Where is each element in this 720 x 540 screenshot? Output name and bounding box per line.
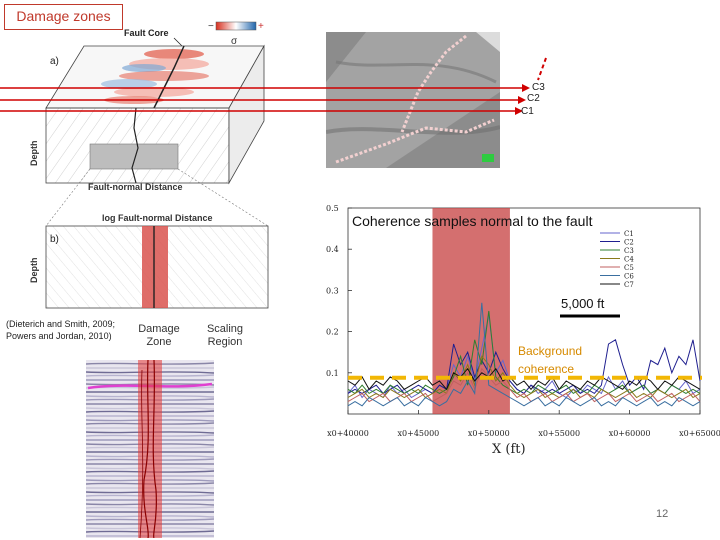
legend-label-c1: C1 <box>624 230 634 238</box>
damage-zone-label-1: Damage <box>138 323 180 335</box>
fault-trace <box>153 45 185 109</box>
citation-line-1: (Dieterich and Smith, 2009; <box>6 319 116 329</box>
panel-b-depth-label: Depth <box>29 258 39 284</box>
label-c3: C3 <box>532 82 545 93</box>
zoom-line-right <box>177 168 269 227</box>
fault-core-label: Fault Core <box>124 28 169 38</box>
x-tick-label: x0+65000 <box>679 429 720 438</box>
seismic-fault-1 <box>143 360 149 538</box>
fault-trace-3d <box>400 34 467 133</box>
legend-label-c2: C2 <box>624 239 634 247</box>
colorbar-plus: + <box>258 21 264 32</box>
x-tick-label: x0+55000 <box>538 429 580 438</box>
colorbar <box>215 21 257 31</box>
scaling-region-label-1: Scaling <box>206 323 244 335</box>
y-tick-label: 0.3 <box>326 286 339 295</box>
citation: (Dieterich and Smith, 2009; Powers and J… <box>6 318 136 342</box>
x-tick-label: x0+50000 <box>468 429 510 438</box>
background-label-2: coherence <box>518 362 575 376</box>
damage-zone-band <box>142 226 168 308</box>
series-line-c6 <box>347 302 701 407</box>
background-coherence-label: Background coherence <box>518 342 582 378</box>
label-c1: C1 <box>521 106 534 117</box>
series-line-c5 <box>347 367 701 403</box>
seismic-fault-2 <box>152 360 158 538</box>
line-extension <box>537 57 547 81</box>
fault-trace-depth <box>131 107 139 184</box>
panel-b-label: b) <box>50 234 59 245</box>
damage-zone-label-2: Zone <box>146 336 172 348</box>
chart-title: Coherence samples normal to the fault <box>352 213 593 229</box>
horizon-trace-3d <box>335 118 495 164</box>
seismic-section <box>86 360 214 538</box>
sigma-label: σ <box>231 36 238 47</box>
legend-label-c3: C3 <box>624 247 634 255</box>
slide-number: 12 <box>656 508 669 520</box>
x-axis-label: X (ft) <box>492 442 526 457</box>
damage-zone-label: Damage Zone <box>134 323 184 349</box>
citation-line-2: Powers and Jordan, 2010) <box>6 331 112 341</box>
block-side <box>228 44 265 185</box>
scaling-region-label-2: Region <box>207 336 243 348</box>
damage-zone-figure: − + σ Fault Core a) Depth Fault-normal D… <box>29 21 269 309</box>
colorbar-minus: − <box>208 21 214 32</box>
y-tick-label: 0.5 <box>326 204 339 213</box>
chart-ticks: 0.1 0.2 0.3 0.4 0.5 x0+40000 x0+45000 x0+50000 x… <box>326 204 720 438</box>
seismic-fault-3 <box>139 369 144 538</box>
seismic-3d-view <box>326 32 500 168</box>
legend-label-c4: C4 <box>624 256 634 264</box>
damage-zone-shading <box>432 208 510 414</box>
stress-lobes <box>101 49 209 104</box>
legend-label-c7: C7 <box>624 281 634 289</box>
y-tick-label: 0.2 <box>326 328 339 337</box>
scaling-region-label: Scaling Region <box>200 323 250 349</box>
chart-series <box>347 302 701 407</box>
label-c2: C2 <box>527 93 540 104</box>
panel-b-top-label: log Fault-normal Distance <box>102 213 213 223</box>
panel-a-label: a) <box>50 56 59 67</box>
panel-a-depth-label: Depth <box>29 141 39 167</box>
x-tick-label: x0+45000 <box>398 429 440 438</box>
zoom-line-left <box>45 168 91 227</box>
zoom-region <box>89 143 179 170</box>
orientation-marker <box>482 154 494 162</box>
series-line-c3 <box>347 310 701 395</box>
background-label-1: Background <box>518 344 583 358</box>
x-tick-label: x0+60000 <box>609 429 651 438</box>
slide-title: Damage zones <box>4 4 123 30</box>
x-tick-label: x0+40000 <box>327 429 369 438</box>
panel-a-xlabel: Fault-normal Distance <box>88 182 183 192</box>
y-tick-label: 0.4 <box>326 245 339 254</box>
chart-axes <box>347 207 701 415</box>
y-tick-label: 0.1 <box>326 369 339 378</box>
scale-label: 5,000 ft <box>561 296 605 311</box>
legend-label-c5: C5 <box>624 264 634 272</box>
plot-frame <box>347 207 701 415</box>
legend-label-c6: C6 <box>624 273 634 281</box>
